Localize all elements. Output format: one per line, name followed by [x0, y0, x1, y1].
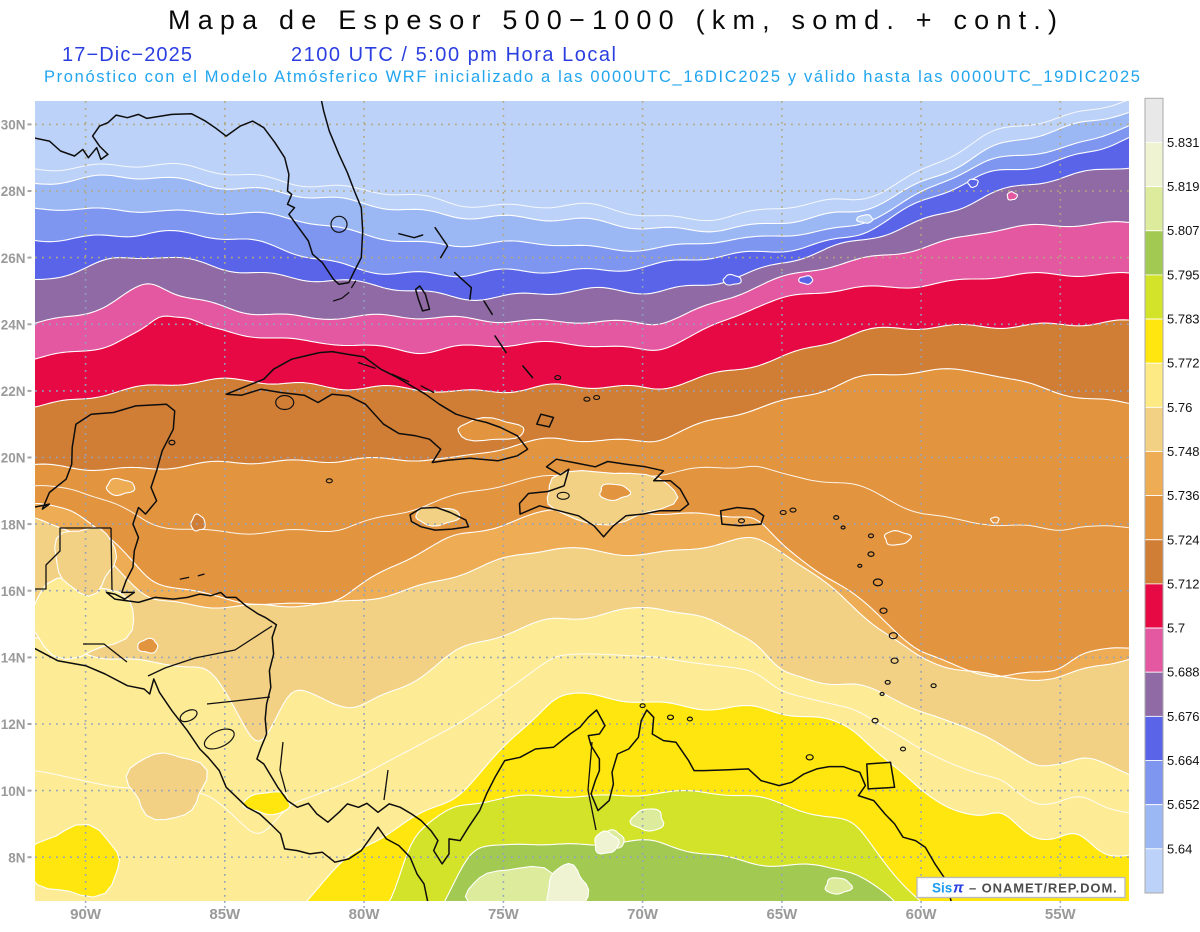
svg-text:5.676: 5.676	[1167, 709, 1200, 724]
svg-text:5.664: 5.664	[1167, 753, 1200, 768]
svg-text:70W: 70W	[627, 906, 659, 923]
svg-text:85W: 85W	[209, 906, 241, 923]
svg-text:5.807: 5.807	[1167, 223, 1200, 238]
svg-text:18N: 18N	[1, 517, 26, 532]
svg-text:5.7: 5.7	[1167, 621, 1185, 636]
svg-text:5.795: 5.795	[1167, 267, 1200, 282]
svg-text:65W: 65W	[766, 906, 798, 923]
svg-text:5.76: 5.76	[1167, 400, 1192, 415]
svg-text:5.652: 5.652	[1167, 797, 1200, 812]
svg-text:5.688: 5.688	[1167, 665, 1200, 680]
svg-text:60W: 60W	[906, 906, 938, 923]
svg-text:5.772: 5.772	[1167, 356, 1200, 371]
svg-text:5.64: 5.64	[1167, 841, 1192, 856]
svg-text:Pronóstico con el Modelo Atmós: Pronóstico con el Modelo Atmósferico WRF…	[44, 68, 1140, 86]
svg-text:5.748: 5.748	[1167, 444, 1200, 459]
svg-text:5.831: 5.831	[1167, 135, 1200, 150]
svg-text:5.819: 5.819	[1167, 179, 1200, 194]
svg-text:24N: 24N	[1, 318, 26, 333]
svg-text:5.724: 5.724	[1167, 532, 1200, 547]
svg-text:80W: 80W	[349, 906, 381, 923]
svg-text:16N: 16N	[1, 584, 26, 599]
svg-text:75W: 75W	[488, 906, 520, 923]
svg-text:28N: 28N	[1, 184, 26, 199]
svg-text:2100 UTC / 5:00 pm Hora Local: 2100 UTC / 5:00 pm Hora Local	[291, 44, 616, 66]
svg-text:14N: 14N	[1, 651, 26, 666]
svg-text:90W: 90W	[70, 906, 102, 923]
svg-text:5.783: 5.783	[1167, 312, 1200, 327]
svg-text:20N: 20N	[1, 451, 26, 466]
svg-text:17−Dic−2025: 17−Dic−2025	[62, 44, 192, 66]
svg-text:26N: 26N	[1, 251, 26, 266]
svg-text:22N: 22N	[1, 384, 26, 399]
svg-text:12N: 12N	[1, 717, 26, 732]
svg-text:– ONAMET/REP.DOM.: – ONAMET/REP.DOM.	[969, 881, 1118, 896]
svg-text:10N: 10N	[1, 784, 26, 799]
svg-text:π: π	[953, 880, 964, 897]
svg-text:5.736: 5.736	[1167, 488, 1200, 503]
svg-text:Sis: Sis	[932, 881, 952, 896]
svg-text:55W: 55W	[1045, 906, 1077, 923]
svg-text:30N: 30N	[1, 118, 26, 133]
svg-text:8N: 8N	[8, 850, 25, 865]
svg-text:5.712: 5.712	[1167, 576, 1200, 591]
